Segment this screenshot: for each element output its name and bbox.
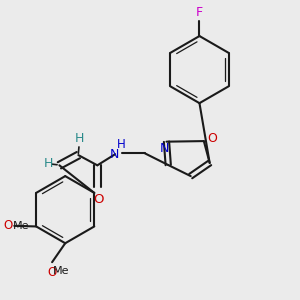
- Text: N: N: [160, 142, 169, 155]
- Text: Me: Me: [52, 266, 69, 276]
- Text: H: H: [44, 158, 53, 170]
- Text: F: F: [196, 5, 203, 19]
- Text: N: N: [110, 148, 119, 161]
- Text: H: H: [74, 132, 84, 145]
- Text: H: H: [117, 138, 126, 151]
- Text: O: O: [93, 193, 104, 206]
- Text: O: O: [4, 219, 13, 232]
- Text: O: O: [47, 266, 57, 279]
- Text: O: O: [208, 132, 218, 145]
- Text: Me: Me: [13, 221, 29, 231]
